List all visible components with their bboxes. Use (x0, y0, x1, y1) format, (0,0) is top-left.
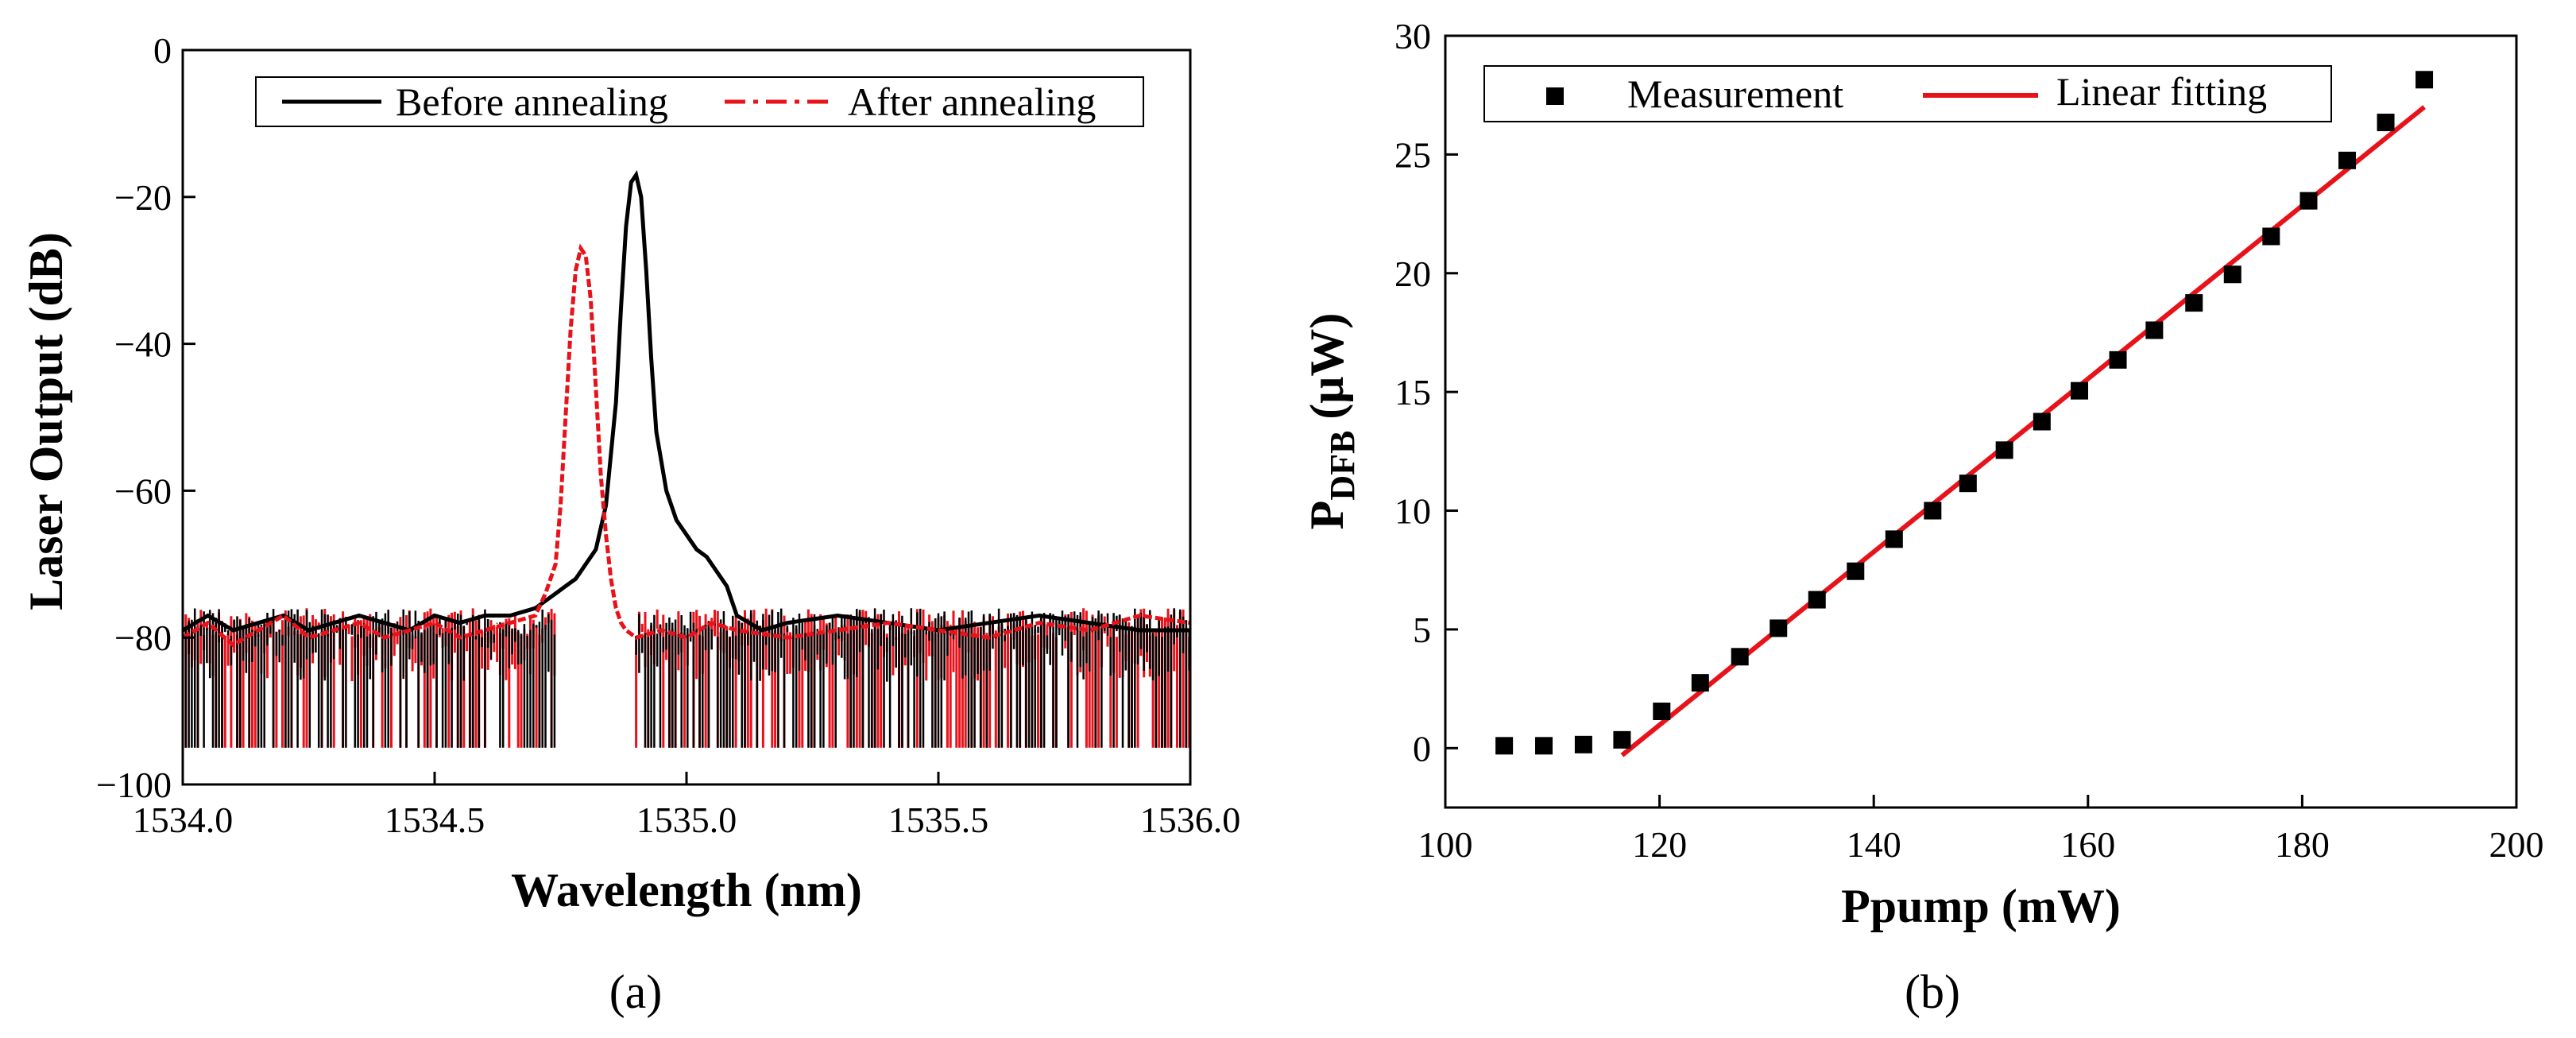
chart-a-x-tick-label: 1536.0 (1140, 800, 1241, 840)
chart-a-series-after-annealing (181, 243, 1191, 648)
chart-b-measurement-point (1959, 474, 1977, 493)
chart-b-y-tick-label: 20 (1394, 254, 1431, 294)
chart-b-y-axis-title: PDFB (μW) (1301, 313, 1362, 530)
chart-a-legend-after-label: After annealing (848, 79, 1096, 124)
chart-b-measurement-point (1847, 562, 1865, 580)
chart-a-x-axis-title: Wavelength (nm) (511, 864, 862, 916)
chart-a-caption: (a) (609, 966, 663, 1018)
chart-b-plot-area (1495, 71, 2434, 757)
chart-b-measurement-point (2071, 382, 2089, 400)
chart-b-measurement-point (2033, 412, 2051, 431)
chart-b: 100 120 140 160 180 200 0 5 10 15 20 25 30 Measureme… (1301, 16, 2544, 1018)
chart-a-x-tick-label: 1535.0 (636, 800, 737, 840)
chart-b-measurement-point (1885, 530, 1903, 548)
chart-a-y-tick-label: −40 (114, 324, 172, 365)
chart-b-y-axis-title-main: P (1301, 501, 1353, 530)
chart-b-measurement-point (2223, 265, 2241, 284)
chart-a-y-tick-label: −60 (114, 471, 172, 511)
chart-b-x-tick-label: 100 (1418, 824, 1473, 865)
chart-a-x-tick-label: 1534.5 (385, 800, 485, 840)
chart-b-legend-measurement-swatch (1546, 87, 1564, 105)
chart-a-plot-area (181, 169, 1191, 748)
chart-a-y-tick-label: −100 (96, 765, 172, 805)
chart-b-measurement-point (2415, 71, 2434, 89)
chart-b-measurement-point (1924, 502, 1942, 520)
chart-b-measurement-point (2338, 151, 2357, 169)
chart-b-measurement-point (2299, 192, 2318, 210)
chart-b-x-tick-label: 160 (2060, 824, 2115, 865)
chart-b-ticks: 100 120 140 160 180 200 0 5 10 15 20 25 30 (1394, 16, 2544, 865)
chart-b-y-tick-label: 0 (1413, 728, 1431, 769)
chart-b-x-tick-label: 200 (2489, 824, 2544, 865)
chart-b-measurement-point (1808, 591, 1826, 609)
chart-b-measurement-point (2262, 227, 2280, 246)
chart-b-measurement-point (2145, 321, 2164, 339)
chart-b-measurement-point (1731, 648, 1749, 666)
chart-b-x-tick-label: 180 (2275, 824, 2330, 865)
chart-b-legend-fit-label: Linear fitting (2056, 69, 2267, 114)
chart-b-measurement-point (1574, 735, 1592, 753)
chart-a-legend-box (255, 76, 1144, 127)
chart-b-measurement-point (2185, 294, 2203, 312)
chart-a-legend-before-label: Before annealing (396, 79, 668, 124)
chart-a-x-tick-label: 1535.5 (888, 800, 989, 840)
chart-a-legend: Before annealing After annealing (255, 76, 1144, 127)
chart-b-caption: (b) (1905, 966, 1960, 1018)
chart-b-y-tick-label: 10 (1394, 491, 1431, 532)
chart-b-y-tick-label: 15 (1394, 372, 1431, 412)
chart-b-legend-box (1483, 65, 2332, 122)
chart-b-y-axis-title-unit: (μW) (1301, 313, 1353, 420)
chart-a-y-tick-label: −80 (114, 618, 172, 658)
chart-b-x-tick-label: 120 (1632, 824, 1687, 865)
chart-b-measurement-point (1653, 702, 1671, 720)
chart-a-x-tick-label: 1534.0 (133, 800, 234, 840)
chart-b-measurement-point (1691, 674, 1709, 692)
chart-b-measurement-point (1995, 441, 2013, 459)
chart-b-legend-measurement-label: Measurement (1627, 72, 1843, 116)
chart-b-x-tick-label: 140 (1847, 824, 1901, 865)
chart-a-series-before-annealing (181, 169, 1190, 633)
chart-b-y-tick-label: 30 (1394, 16, 1431, 56)
chart-b-y-tick-label: 25 (1394, 134, 1431, 175)
chart-b-measurement-point (2377, 114, 2395, 132)
chart-b-linear-fit-line (1620, 105, 2426, 757)
chart-a-ticks: 1534.0 1534.5 1535.0 1535.5 1536.0 0 −20 −40 −60… (96, 30, 1240, 840)
chart-b-y-tick-label: 5 (1413, 610, 1431, 650)
chart-b-measurement-point (1770, 619, 1788, 637)
chart-a-y-tick-label: 0 (153, 30, 172, 71)
chart-b-measurement-point (2109, 351, 2127, 369)
chart-b-legend: Measurement Linear fitting (1483, 65, 2332, 122)
chart-b-frame (1444, 34, 2518, 809)
chart-b-x-axis-title: Ppump (mW) (1841, 880, 2121, 932)
chart-b-y-axis-title-sub: DFB (1323, 431, 1362, 501)
chart-a: 1534.0 1534.5 1535.0 1535.5 1536.0 0 −20 −40 −60… (20, 30, 1240, 1018)
chart-a-y-axis-title: Laser Output (dB) (20, 232, 72, 610)
chart-b-measurement-point (1535, 737, 1553, 755)
chart-b-measurement-point (1495, 737, 1514, 755)
chart-a-y-tick-label: −20 (114, 177, 172, 218)
chart-b-measurement-point (1613, 730, 1631, 749)
